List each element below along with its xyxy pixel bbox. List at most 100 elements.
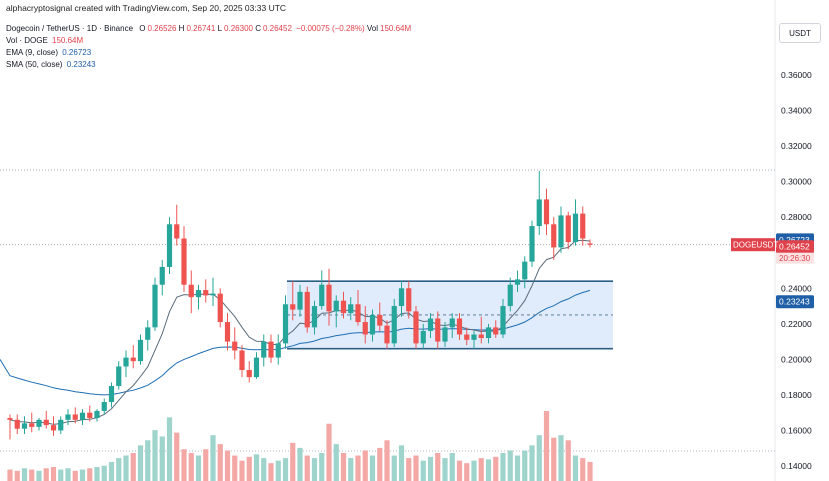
symbol-name[interactable]: Dogecoin / TetherUS · 1D · Binance bbox=[6, 24, 134, 33]
candle[interactable] bbox=[442, 322, 448, 347]
candle[interactable] bbox=[36, 418, 42, 431]
candle[interactable] bbox=[536, 170, 542, 235]
candle[interactable] bbox=[551, 217, 557, 260]
candle[interactable] bbox=[413, 306, 419, 349]
candle[interactable] bbox=[420, 323, 426, 349]
candle[interactable] bbox=[340, 291, 347, 319]
candle[interactable] bbox=[43, 410, 49, 429]
candle[interactable] bbox=[174, 204, 180, 246]
candle[interactable] bbox=[261, 334, 267, 367]
candle[interactable] bbox=[87, 405, 93, 422]
candle[interactable] bbox=[21, 416, 28, 435]
candle[interactable] bbox=[485, 323, 492, 344]
candle[interactable] bbox=[362, 306, 368, 344]
candle[interactable] bbox=[152, 277, 158, 331]
candle-body bbox=[94, 410, 100, 419]
candles[interactable] bbox=[7, 170, 593, 440]
candle[interactable] bbox=[275, 334, 281, 365]
ema-legend[interactable]: EMA (9, close) 0.26723 bbox=[6, 48, 91, 57]
volume-bar bbox=[101, 465, 107, 481]
ema-label[interactable]: EMA (9, close) bbox=[6, 48, 59, 57]
candle[interactable] bbox=[137, 334, 144, 365]
candle[interactable] bbox=[311, 300, 318, 335]
candle[interactable] bbox=[348, 297, 354, 321]
candle[interactable] bbox=[500, 298, 506, 339]
candle[interactable] bbox=[572, 199, 579, 246]
candle[interactable] bbox=[355, 290, 361, 326]
candle[interactable] bbox=[543, 188, 550, 235]
candle[interactable] bbox=[94, 409, 100, 422]
price-axis[interactable]: 0.360000.340000.320000.300000.280000.260… bbox=[781, 70, 812, 471]
volume-bar bbox=[442, 458, 448, 481]
candle[interactable] bbox=[464, 327, 470, 346]
volume-bar bbox=[87, 468, 93, 481]
candle[interactable] bbox=[232, 327, 238, 360]
candle[interactable] bbox=[558, 206, 564, 253]
candle[interactable] bbox=[101, 398, 107, 415]
candle[interactable] bbox=[79, 409, 86, 426]
candle[interactable] bbox=[319, 270, 325, 310]
candle[interactable] bbox=[217, 288, 223, 328]
candle[interactable] bbox=[268, 334, 274, 363]
candle[interactable] bbox=[159, 259, 165, 296]
candle[interactable] bbox=[391, 298, 397, 347]
candle[interactable] bbox=[471, 330, 477, 349]
symbol-legend[interactable]: Dogecoin / TetherUS · 1D · Binance O 0.26… bbox=[6, 24, 411, 33]
currency-button[interactable]: USDT bbox=[779, 23, 821, 43]
candle[interactable] bbox=[384, 320, 390, 349]
candle[interactable] bbox=[224, 313, 231, 351]
candle[interactable] bbox=[297, 284, 303, 317]
candle[interactable] bbox=[253, 352, 260, 379]
candle[interactable] bbox=[435, 311, 441, 349]
candle[interactable] bbox=[369, 309, 376, 342]
candle[interactable] bbox=[246, 361, 252, 383]
candle[interactable] bbox=[449, 313, 455, 339]
candle[interactable] bbox=[181, 226, 187, 292]
candle[interactable] bbox=[195, 284, 202, 310]
volume-legend[interactable]: Vol · DOGE 150.64M bbox=[6, 36, 83, 45]
candle[interactable] bbox=[326, 268, 332, 326]
candle[interactable] bbox=[587, 239, 593, 248]
candle[interactable] bbox=[65, 409, 71, 426]
volume-indicator-value: 150.64M bbox=[52, 36, 84, 45]
candle[interactable] bbox=[72, 407, 78, 424]
volume-bar bbox=[123, 455, 129, 481]
sma-label[interactable]: SMA (50, close) bbox=[6, 60, 63, 69]
candle[interactable] bbox=[58, 416, 64, 435]
candle[interactable] bbox=[529, 220, 535, 267]
candle[interactable] bbox=[406, 281, 412, 319]
candle[interactable] bbox=[377, 302, 383, 331]
candle[interactable] bbox=[145, 320, 151, 351]
candle[interactable] bbox=[116, 361, 122, 390]
candle[interactable] bbox=[522, 256, 528, 289]
candle[interactable] bbox=[282, 295, 289, 349]
volume-indicator-label[interactable]: Vol · DOGE bbox=[6, 36, 48, 45]
candle[interactable] bbox=[50, 416, 57, 436]
candle[interactable] bbox=[239, 345, 245, 378]
candle[interactable] bbox=[210, 277, 216, 307]
sma-legend[interactable]: SMA (50, close) 0.23243 bbox=[6, 60, 96, 69]
candle[interactable] bbox=[398, 281, 405, 317]
open-value: 0.26526 bbox=[147, 24, 177, 33]
candle[interactable] bbox=[203, 279, 209, 303]
candle[interactable] bbox=[580, 206, 586, 246]
candle[interactable] bbox=[123, 350, 129, 378]
candle[interactable] bbox=[507, 277, 513, 312]
candle[interactable] bbox=[7, 414, 13, 440]
candle[interactable] bbox=[290, 281, 296, 321]
candle[interactable] bbox=[130, 345, 136, 369]
candle[interactable] bbox=[29, 412, 35, 433]
candle[interactable] bbox=[166, 217, 173, 275]
candle[interactable] bbox=[188, 270, 194, 314]
candle[interactable] bbox=[333, 295, 339, 328]
candle[interactable] bbox=[478, 316, 484, 344]
candle[interactable] bbox=[514, 270, 521, 292]
candle[interactable] bbox=[456, 313, 463, 340]
candle[interactable] bbox=[427, 313, 434, 339]
candle[interactable] bbox=[493, 320, 499, 339]
candle[interactable] bbox=[14, 414, 20, 435]
candle[interactable] bbox=[565, 211, 571, 250]
candle[interactable] bbox=[108, 382, 115, 408]
candle[interactable] bbox=[304, 286, 310, 333]
